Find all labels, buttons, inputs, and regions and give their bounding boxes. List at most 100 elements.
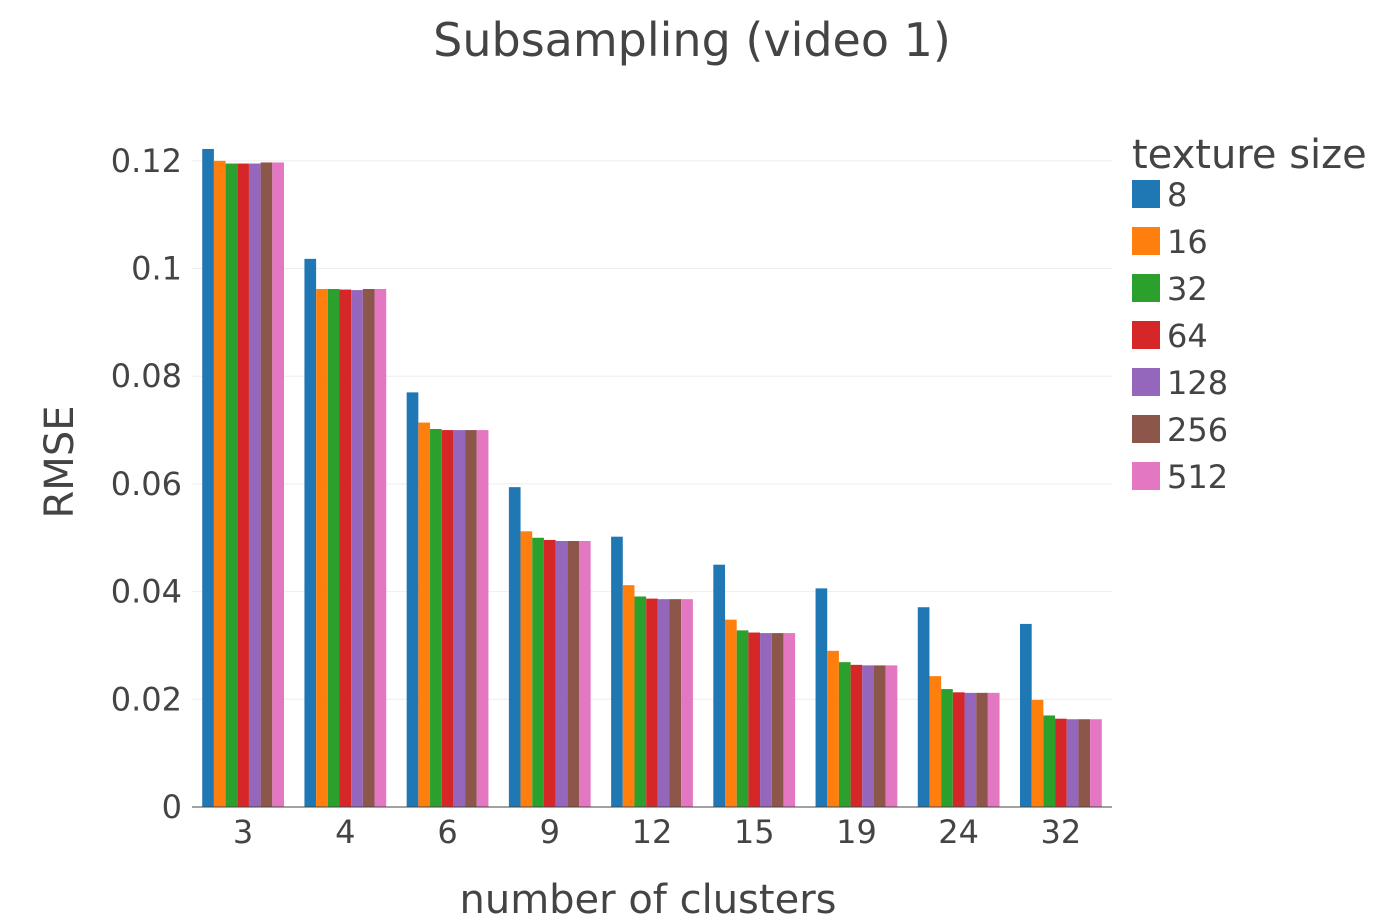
bar — [351, 290, 363, 808]
legend-title: texture size — [1132, 132, 1367, 178]
bar — [543, 539, 556, 807]
legend-label: 16 — [1167, 223, 1208, 261]
bar — [465, 430, 477, 807]
legend: texture size 8 16 32 64 128 256 512 — [1132, 132, 1367, 496]
y-tick-label: 0.02 — [111, 680, 182, 718]
y-tick-label: 0.04 — [111, 573, 182, 611]
bar — [272, 162, 284, 807]
bar — [1090, 719, 1102, 807]
bar — [508, 487, 521, 807]
axes: 0 0.02 0.04 0.06 0.08 0.1 0.12 3 4 6 9 12 15 19 24 32 — [111, 142, 1112, 851]
legend-label: 64 — [1167, 317, 1208, 355]
bar — [441, 430, 454, 807]
bar — [964, 692, 977, 807]
bar — [669, 599, 682, 807]
bar — [681, 599, 693, 807]
x-tick-label: 24 — [938, 813, 979, 851]
y-axis-title: RMSE — [37, 406, 83, 519]
bar — [885, 665, 898, 807]
bar — [646, 598, 658, 807]
y-tick-label: 0.06 — [111, 465, 182, 503]
bar — [634, 596, 647, 807]
bar — [418, 422, 431, 807]
legend-swatch — [1132, 368, 1160, 396]
bar — [1055, 718, 1067, 807]
bar — [453, 430, 466, 807]
x-tick-label: 12 — [632, 813, 673, 851]
bar — [1078, 719, 1091, 807]
bar — [476, 430, 489, 807]
x-axis-title: number of clusters — [460, 877, 837, 921]
y-tick-label: 0.08 — [111, 357, 182, 395]
x-tick-label: 6 — [437, 813, 457, 851]
x-tick-label: 15 — [734, 813, 775, 851]
bar — [941, 689, 953, 807]
bar — [327, 289, 340, 807]
bar — [783, 633, 796, 807]
legend-label: 512 — [1167, 458, 1228, 496]
bar — [1066, 719, 1079, 807]
bar — [657, 599, 670, 807]
bar — [260, 162, 273, 807]
bar — [987, 692, 1000, 807]
legend-swatch — [1132, 180, 1160, 208]
bar — [248, 163, 261, 808]
bar — [976, 692, 988, 807]
legend-swatch — [1132, 415, 1160, 443]
bar — [202, 149, 214, 807]
bar — [1043, 715, 1056, 807]
legend-swatch — [1132, 321, 1160, 349]
bar — [622, 585, 635, 807]
bar — [929, 676, 942, 807]
bar — [304, 258, 317, 808]
bar — [520, 531, 533, 807]
legend-swatch — [1132, 227, 1160, 255]
legend-swatch — [1132, 274, 1160, 302]
bar — [406, 392, 419, 807]
bar — [725, 619, 737, 807]
y-tick-label: 0 — [162, 788, 182, 826]
y-tick-label: 0.12 — [111, 142, 182, 180]
legend-swatch — [1132, 462, 1160, 490]
bar — [917, 607, 930, 807]
bar — [873, 665, 886, 807]
legend-label: 128 — [1167, 364, 1228, 402]
bars — [202, 149, 1102, 808]
legend-label: 8 — [1167, 176, 1187, 214]
x-tick-label: 4 — [335, 813, 355, 851]
bar — [362, 289, 375, 807]
bar — [827, 650, 839, 807]
bar — [567, 541, 579, 807]
bar — [237, 163, 249, 808]
bar — [611, 536, 623, 807]
bar — [316, 289, 328, 807]
bar — [736, 630, 749, 807]
bar — [1020, 623, 1032, 807]
y-tick-label: 0.1 — [131, 250, 182, 288]
x-tick-label: 32 — [1041, 813, 1082, 851]
bar — [815, 588, 828, 807]
bar — [713, 564, 726, 807]
bar — [578, 541, 591, 807]
bar — [555, 541, 568, 807]
bar — [532, 537, 544, 807]
bar — [850, 664, 863, 807]
bar — [862, 665, 874, 807]
bar — [748, 632, 761, 807]
bar — [339, 289, 352, 807]
bar — [1031, 699, 1044, 807]
bar — [430, 429, 442, 807]
bar — [213, 160, 226, 808]
x-tick-label: 9 — [540, 813, 560, 851]
bar — [838, 662, 851, 807]
x-tick-label: 19 — [836, 813, 877, 851]
x-tick-label: 3 — [233, 813, 253, 851]
bar — [952, 692, 965, 807]
bar — [760, 633, 772, 807]
chart-title: Subsampling (video 1) — [433, 13, 951, 67]
legend-label: 32 — [1167, 270, 1208, 308]
bar — [374, 289, 387, 807]
legend-label: 256 — [1167, 411, 1228, 449]
bar — [225, 163, 238, 808]
